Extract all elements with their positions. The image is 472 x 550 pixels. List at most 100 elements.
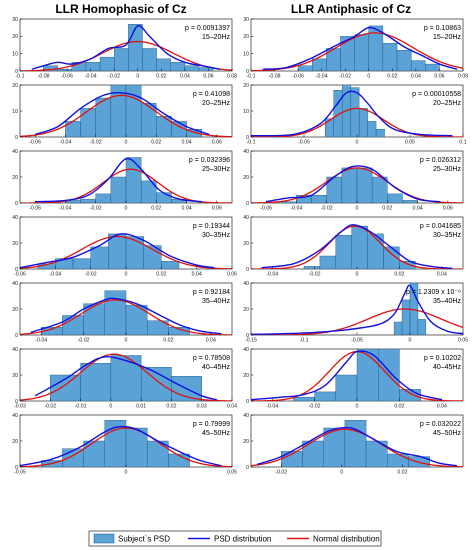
histogram-bar	[85, 62, 101, 71]
y-tick-label: 10	[243, 109, 249, 115]
p-value-label: p = 0.026312	[420, 157, 461, 164]
normal-distribution-curve	[20, 235, 232, 269]
psd-distribution-curve	[30, 297, 222, 335]
y-tick-label: 20	[243, 34, 249, 40]
histogram-bar	[95, 193, 112, 203]
histogram-panel: 0 10 20 30 -0.1 -0.08 -0.06 -0.04 -0.02 0 0.02 0.04…	[12, 17, 237, 80]
x-tick-label: -0.02	[108, 74, 120, 80]
y-tick-label: 0	[15, 465, 18, 471]
histogram-panel: 0 20 40 -0.04 -0.02 0 0.02 0.04 p = 0.92184 35–40…	[12, 281, 233, 344]
histogram-bar	[128, 24, 143, 71]
histogram-bar	[140, 180, 157, 203]
histogram-panel: 0 20 40 -0.06 -0.04 -0.02 0 0.02 0.04 0.06 p = 0.1…	[12, 215, 237, 278]
y-tick-label: 20	[243, 439, 249, 445]
x-tick-label: -0.06	[29, 140, 41, 146]
histogram-bar	[108, 233, 127, 269]
x-tick-label: 0.04	[437, 272, 447, 278]
histogram-bar	[125, 236, 144, 269]
x-tick-label: -0.06	[29, 206, 41, 212]
x-tick-label: -0.1	[247, 74, 256, 80]
histogram-bar	[302, 440, 324, 467]
y-tick-label: 30	[12, 17, 18, 23]
histogram-bar	[110, 176, 127, 203]
x-tick-label: 0	[356, 140, 359, 146]
x-tick-label: 0.02	[387, 74, 397, 80]
histogram-bar	[125, 85, 142, 137]
y-tick-label: 40	[243, 281, 249, 287]
x-tick-label: 0.06	[443, 206, 453, 212]
histogram-bar	[375, 128, 385, 137]
histogram-bar	[161, 261, 180, 269]
histogram-bars	[65, 85, 202, 137]
x-tick-label: -0.05	[298, 140, 310, 146]
x-tick-label: -0.1	[247, 140, 256, 146]
frequency-band-label: 40–45Hz	[202, 364, 231, 371]
normal-distribution-curve	[251, 428, 463, 467]
x-tick-label: -0.04	[291, 206, 303, 212]
x-tick-label: -0.02	[85, 272, 97, 278]
histogram-bar	[396, 50, 412, 71]
x-tick-label: -0.1	[300, 338, 309, 344]
y-tick-label: 40	[12, 149, 18, 155]
histogram-panel: 0 20 40 -0.06 -0.04 -0.02 0 0.02 0.04 0.06 p = 0.0…	[243, 149, 464, 212]
x-tick-label: -0.08	[269, 74, 281, 80]
y-tick-label: 40	[12, 413, 18, 419]
y-tick-label: 20	[12, 241, 18, 247]
y-tick-label: 20	[243, 241, 249, 247]
y-tick-label: 10	[12, 109, 18, 115]
x-tick-label: -0.04	[266, 272, 278, 278]
histogram-bar	[184, 65, 200, 71]
y-tick-label: 40	[12, 281, 18, 287]
x-tick-label: -0.02	[44, 404, 56, 410]
x-tick-label: -0.06	[292, 74, 304, 80]
panels: 0 10 20 30 -0.1 -0.08 -0.06 -0.04 -0.02 0 0.02 0.04…	[12, 17, 468, 476]
x-tick-label: -0.06	[14, 272, 26, 278]
histogram-bar	[140, 102, 157, 137]
histogram-bars	[297, 25, 440, 71]
p-value-label: p = 0.41098	[193, 91, 230, 98]
x-tick-label: -0.04	[60, 140, 72, 146]
normal-distribution-curve	[20, 427, 232, 467]
x-tick-label: 0.08	[227, 74, 237, 80]
histogram-bars	[37, 233, 180, 269]
x-tick-label: 0.08	[458, 74, 468, 80]
x-tick-label: -0.01	[75, 404, 87, 410]
x-tick-label: -0.04	[35, 338, 47, 344]
x-tick-label: -0.15	[245, 338, 257, 344]
legend-label-psd-distribution: PSD distribution	[214, 535, 271, 544]
x-tick-label: -0.1	[16, 74, 25, 80]
x-tick-label: 0.02	[156, 74, 166, 80]
psd-distribution-curve	[35, 157, 202, 203]
histogram-bar	[156, 192, 172, 203]
psd-distribution-curve	[266, 165, 441, 203]
y-tick-label: 0	[246, 267, 249, 273]
histogram-bar	[72, 258, 91, 269]
histogram-bar	[351, 225, 368, 269]
histogram-bar	[354, 34, 369, 71]
y-tick-label: 20	[12, 83, 18, 89]
y-tick-label: 40	[12, 215, 18, 221]
psd-distribution-curve	[262, 26, 458, 70]
legend: Subject`s PSD PSD distribution Normal di…	[88, 530, 382, 547]
histogram-panel: 0 20 40 -0.04 -0.02 0 0.02 0.04 p = 0.10202 40–45…	[243, 347, 464, 410]
x-tick-label: -0.06	[61, 74, 73, 80]
histogram-bar	[367, 121, 377, 137]
histogram-bar	[319, 255, 336, 269]
histogram-bar	[358, 108, 368, 137]
y-tick-label: 10	[12, 51, 18, 57]
x-tick-label: 0.06	[212, 140, 222, 146]
x-tick-label: 0.02	[166, 404, 176, 410]
p-value-label: p = 0.00010558	[412, 91, 461, 98]
histogram-panel: 0 20 40 -0.03 -0.02 -0.01 0 0.01 0.02 0.03 0.04 p =…	[12, 347, 237, 410]
histogram-bar	[83, 303, 105, 335]
histogram-bar	[402, 200, 418, 203]
histogram-bar	[156, 115, 172, 137]
x-tick-label: 0.04	[180, 74, 190, 80]
x-tick-label: 0.05	[458, 338, 468, 344]
x-tick-label: 0	[356, 206, 359, 212]
x-tick-label: 0	[356, 404, 359, 410]
y-tick-label: 0	[246, 333, 249, 339]
legend-label-subject-psd: Subject`s PSD	[118, 535, 170, 544]
x-tick-label: 0.06	[203, 74, 213, 80]
p-value-label: p = 0.0091397	[185, 25, 230, 32]
